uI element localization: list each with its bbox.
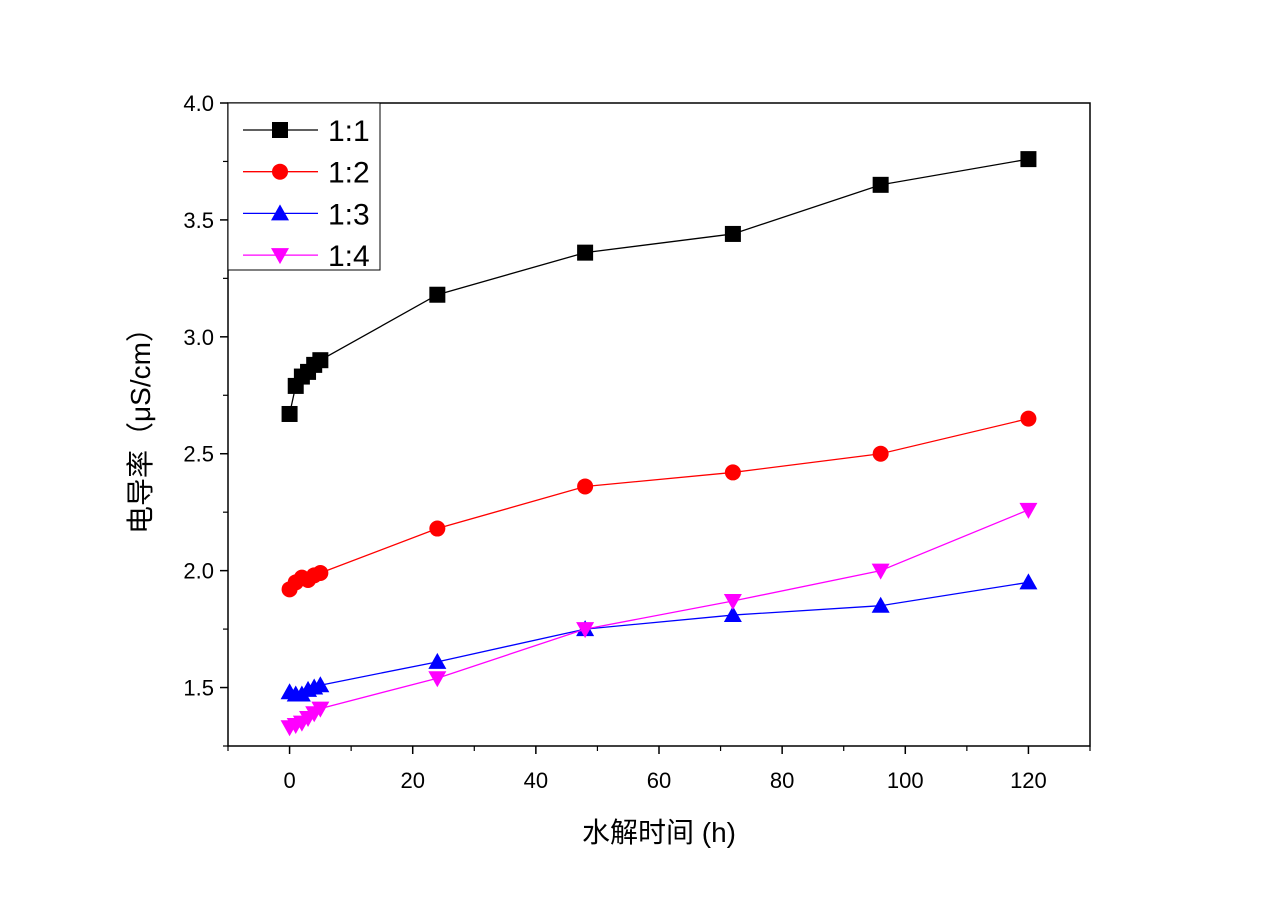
series-1-3 — [280, 573, 1038, 702]
y-tick-label: 4.0 — [183, 91, 214, 116]
data-point — [871, 563, 890, 580]
x-tick-label: 80 — [770, 768, 794, 793]
data-point — [1019, 573, 1038, 590]
series-line — [288, 158, 1029, 415]
data-point — [723, 594, 742, 611]
x-tick-label: 20 — [400, 768, 424, 793]
y-tick-label: 2.0 — [183, 559, 214, 584]
data-point — [312, 564, 329, 581]
legend-label: 1:2 — [328, 157, 370, 190]
legend-label: 1:1 — [328, 115, 370, 148]
data-point — [428, 652, 447, 669]
data-point — [428, 671, 447, 688]
series-group — [280, 151, 1038, 737]
x-tick-label: 40 — [524, 768, 548, 793]
x-tick-label: 60 — [647, 768, 671, 793]
y-tick-label: 3.5 — [183, 208, 214, 233]
legend-marker — [272, 163, 288, 180]
legend-marker — [272, 122, 288, 138]
data-point — [724, 464, 741, 481]
x-axis-label: 水解时间 (h) — [582, 817, 736, 848]
data-point — [281, 405, 298, 422]
legend-label: 1:4 — [328, 240, 370, 273]
y-axis-label: 电导率（μS/cm） — [125, 314, 156, 534]
data-point — [723, 606, 742, 623]
series-1-2 — [281, 410, 1037, 598]
data-point — [871, 596, 890, 613]
legend: 1:1 1:2 1:3 1:4 — [227, 102, 381, 273]
data-point — [429, 520, 446, 537]
data-point — [577, 478, 594, 495]
data-point — [311, 701, 330, 718]
series-1-4 — [280, 502, 1038, 737]
y-tick-label: 3.0 — [183, 325, 214, 350]
series-line — [289, 418, 1029, 590]
series-1-1 — [281, 151, 1037, 422]
x-tick-label: 120 — [1010, 768, 1047, 793]
series-line — [289, 581, 1029, 696]
data-point — [1020, 151, 1037, 168]
data-point — [577, 244, 594, 261]
data-point — [872, 445, 889, 462]
y-tick-label: 2.5 — [183, 442, 214, 467]
data-point — [312, 352, 329, 369]
data-point — [724, 225, 741, 242]
data-point — [872, 176, 889, 193]
legend-label: 1:3 — [328, 198, 370, 231]
data-point — [1019, 502, 1038, 519]
legend-marker — [271, 248, 289, 265]
x-tick-label: 100 — [887, 768, 924, 793]
legend-marker — [271, 204, 289, 221]
data-point — [429, 286, 446, 303]
axis-ticks: 0 20 40 60 80 100 120 1.5 2.0 2.5 3.0 3.5 4.0 — [183, 91, 1091, 793]
data-point — [1020, 410, 1037, 427]
data-point — [576, 622, 595, 639]
y-tick-label: 1.5 — [183, 676, 214, 701]
legend-box — [227, 102, 381, 271]
x-tick-label: 0 — [283, 768, 295, 793]
data-point — [311, 676, 330, 693]
